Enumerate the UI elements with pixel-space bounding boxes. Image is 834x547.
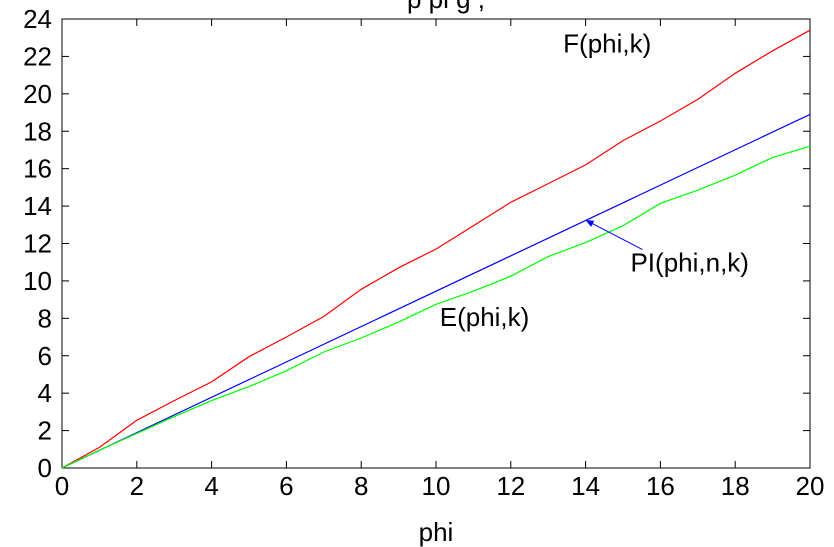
annotation-arrow <box>585 219 643 251</box>
series-lines <box>61 29 811 469</box>
annotation-0: F(phi,k) <box>563 29 651 59</box>
chart-title: p pl g , <box>407 0 485 14</box>
series-line-1 <box>61 113 811 469</box>
x-tick-label: 14 <box>571 471 600 501</box>
series-line-0 <box>61 29 811 469</box>
annotations: F(phi,k) PI(phi,n,k) E(phi,k) <box>440 29 749 332</box>
y-tick-label: 24 <box>23 4 52 34</box>
x-tick-label: 20 <box>796 471 825 501</box>
y-tick-label: 8 <box>38 303 52 333</box>
annotation-2: E(phi,k) <box>440 302 530 332</box>
title-fragment: p pl g , <box>407 0 485 14</box>
x-tick-label: 4 <box>204 471 218 501</box>
y-tick-label: 0 <box>38 453 52 483</box>
y-tick-label: 16 <box>23 154 52 184</box>
x-tick-label: 6 <box>279 471 293 501</box>
y-tick-label: 4 <box>38 378 52 408</box>
y-tick-label: 14 <box>23 191 52 221</box>
x-tick-label: 0 <box>55 471 69 501</box>
x-tick-label: 18 <box>721 471 750 501</box>
y-tick-label: 2 <box>38 416 52 446</box>
annotation-arrowhead <box>585 220 595 227</box>
y-tick-label: 10 <box>23 266 52 296</box>
y-tick-label: 12 <box>23 229 52 259</box>
x-tick-label: 10 <box>422 471 451 501</box>
x-tick-label: 2 <box>130 471 144 501</box>
x-axis-label: phi <box>419 517 454 547</box>
annotation-1: PI(phi,n,k) <box>630 248 749 278</box>
y-tick-label: 18 <box>23 116 52 146</box>
y-tick-label: 20 <box>23 79 52 109</box>
series-line-2 <box>61 145 811 469</box>
x-tick-label: 8 <box>354 471 368 501</box>
x-tick-label: 16 <box>646 471 675 501</box>
y-tick-label: 6 <box>38 341 52 371</box>
x-tick-label: 12 <box>496 471 525 501</box>
y-tick-label: 22 <box>23 41 52 71</box>
